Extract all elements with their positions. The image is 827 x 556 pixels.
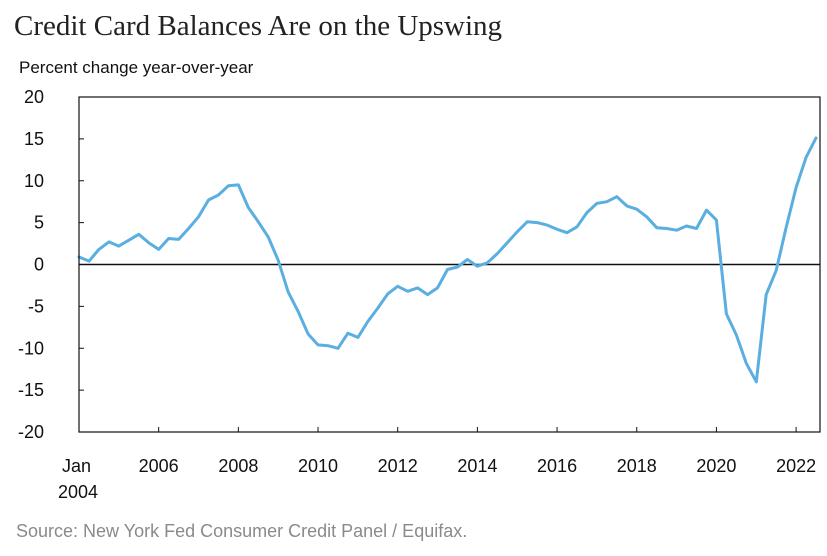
y-tick-label: 15 bbox=[24, 129, 44, 149]
x-tick-label-line2: 2004 bbox=[58, 482, 98, 502]
y-tick-label: -10 bbox=[18, 338, 44, 358]
x-tick-label: Jan bbox=[62, 456, 91, 476]
y-tick-label: -20 bbox=[18, 422, 44, 442]
x-tick-label: 2010 bbox=[298, 456, 338, 476]
x-tick-label: 2014 bbox=[457, 456, 497, 476]
series-group bbox=[77, 136, 818, 384]
y-tick-label: 20 bbox=[24, 87, 44, 107]
x-axis: Jan 2004 2006 2008 2010 2012 2014 2016 2018 2020 2… bbox=[58, 427, 816, 502]
y-axis: 20 15 10 5 0 -5 -10 -15 -20 bbox=[18, 87, 84, 442]
y-tick-label: 10 bbox=[24, 171, 44, 191]
y-tick-label: -15 bbox=[18, 380, 44, 400]
chart-subtitle: Percent change year-over-year bbox=[19, 58, 254, 77]
x-tick-label: 2016 bbox=[537, 456, 577, 476]
x-tick-label: 2006 bbox=[139, 456, 179, 476]
source-note: Source: New York Fed Consumer Credit Pan… bbox=[16, 521, 468, 541]
x-tick-label: 2018 bbox=[617, 456, 657, 476]
y-tick-label: 5 bbox=[34, 213, 44, 233]
y-tick-label: 0 bbox=[34, 255, 44, 275]
x-tick-label: 2012 bbox=[378, 456, 418, 476]
series-line bbox=[77, 136, 818, 384]
y-tick-label: -5 bbox=[28, 296, 44, 316]
x-tick-label: 2008 bbox=[218, 456, 258, 476]
x-tick-label: 2020 bbox=[696, 456, 736, 476]
x-tick-label: 2022 bbox=[776, 456, 816, 476]
line-chart: 20 15 10 5 0 -5 -10 -15 -20 Jan 2004 2006 2008 2010 2… bbox=[18, 87, 821, 502]
chart-title: Credit Card Balances Are on the Upswing bbox=[14, 10, 503, 42]
plot-frame bbox=[78, 96, 821, 433]
